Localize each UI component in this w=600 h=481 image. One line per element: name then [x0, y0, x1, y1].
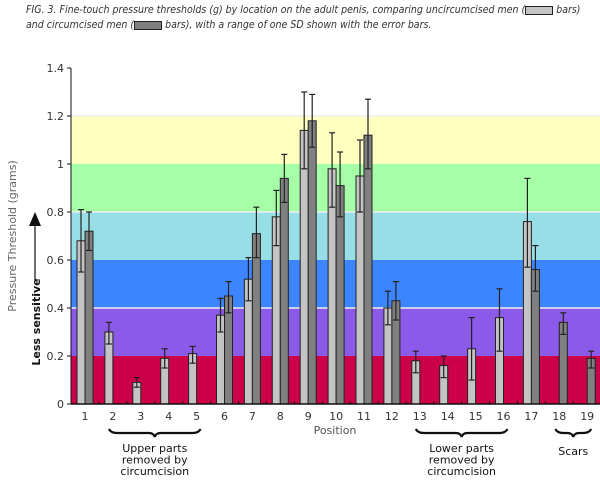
x-tick-label: 6 — [221, 410, 228, 423]
group-label: circumcision — [427, 465, 496, 478]
x-tick-label: 5 — [193, 410, 200, 423]
y-tick-label: 1 — [57, 158, 64, 171]
x-tick-label: 9 — [305, 410, 312, 423]
group-brace — [107, 428, 202, 438]
group-label: Upper parts — [122, 442, 187, 455]
x-tick-label: 8 — [277, 410, 284, 423]
x-tick-label: 4 — [165, 410, 172, 423]
bar-circumcised-7 — [251, 233, 261, 405]
less-sensitive-label: Less sensitive — [30, 278, 43, 365]
figure-caption: FIG. 3. Fine-touch pressure thresholds (… — [26, 3, 596, 33]
caption-text-3: bars), with a range of one SD shown with… — [162, 19, 432, 31]
x-tick-label: 16 — [497, 410, 511, 423]
x-tick-label: 12 — [385, 410, 399, 423]
group-brace — [414, 428, 509, 438]
y-tick-label: 0.6 — [47, 254, 65, 267]
x-tick-label: 7 — [249, 410, 256, 423]
y-tick-label: 0.4 — [47, 302, 65, 315]
group-brace — [554, 428, 593, 438]
legend-swatch-circumcised — [134, 20, 163, 30]
x-tick-label: 14 — [441, 410, 455, 423]
bar-circumcised-11 — [363, 134, 373, 405]
bar-circumcised-9 — [307, 120, 317, 405]
x-tick-label: 2 — [109, 410, 116, 423]
y-tick-label: 1.4 — [47, 62, 65, 75]
group-label: circumcision — [120, 465, 189, 478]
x-tick-label: 1 — [82, 410, 89, 423]
x-tick-label: 10 — [329, 410, 343, 423]
x-tick-label: 19 — [580, 410, 594, 423]
group-label: removed by — [429, 454, 495, 467]
group-label: removed by — [122, 454, 188, 467]
y-axis-label: Pressure Threshold (grams) — [6, 160, 19, 311]
bar-circumcised-8 — [279, 177, 289, 405]
x-axis-label: Position — [314, 424, 357, 437]
legend-swatch-uncircumcised — [525, 5, 554, 15]
arrow-up-icon — [29, 212, 41, 226]
x-tick-label: 13 — [413, 410, 427, 423]
x-tick-label: 3 — [137, 410, 144, 423]
y-tick-label: 0.2 — [47, 350, 65, 363]
group-label: Scars — [558, 445, 588, 458]
caption-text-1: FIG. 3. Fine-touch pressure thresholds (… — [26, 4, 526, 16]
x-tick-label: 15 — [469, 410, 483, 423]
x-tick-label: 11 — [357, 410, 371, 423]
y-tick-label: 1.2 — [47, 110, 65, 123]
bar-circumcised-1 — [84, 230, 94, 405]
y-tick-label: 0.8 — [47, 206, 65, 219]
x-tick-label: 17 — [524, 410, 538, 423]
band-5 — [71, 116, 600, 164]
bar-uncircumcised-9 — [299, 129, 309, 405]
group-label: Lower parts — [429, 442, 494, 455]
x-tick-label: 18 — [552, 410, 566, 423]
caption-text-2: bars) and circumcised men ( — [26, 4, 581, 31]
bar-circumcised-10 — [335, 185, 345, 405]
y-tick-label: 0 — [57, 398, 64, 411]
